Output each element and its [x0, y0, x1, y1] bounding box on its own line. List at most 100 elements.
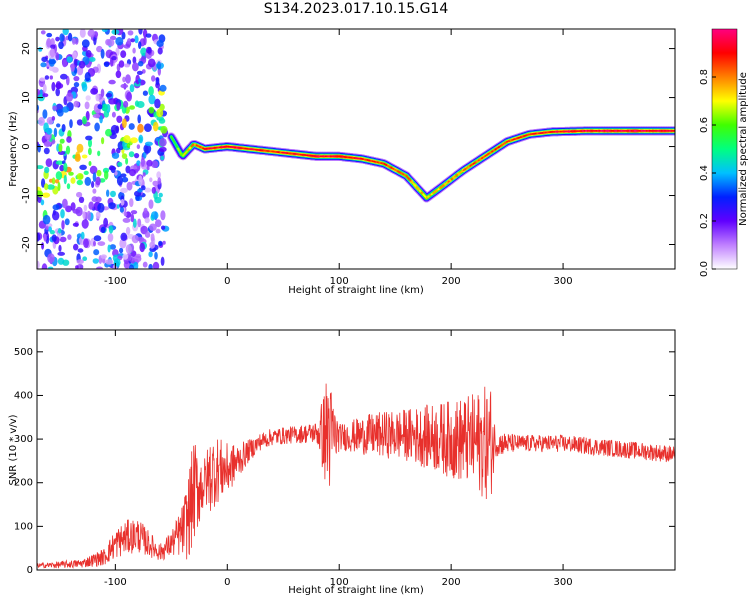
noise-blob — [156, 61, 162, 70]
y-tick-label: -10 — [21, 187, 32, 203]
y-tick-label: 400 — [14, 390, 33, 401]
noise-blob — [123, 211, 128, 217]
colorbar-tick-label: 0.8 — [699, 69, 710, 85]
spectrogram-image — [37, 29, 675, 269]
noise-blob — [126, 91, 132, 102]
noise-blob — [119, 206, 124, 213]
noise-blob — [60, 209, 65, 219]
noise-blob — [40, 30, 46, 35]
noise-blob — [46, 38, 52, 48]
noise-blob — [43, 233, 47, 242]
noise-blob — [83, 170, 89, 175]
noise-blob — [70, 177, 76, 184]
noise-blob — [129, 84, 135, 93]
noise-blob — [134, 153, 140, 159]
noise-blob — [78, 173, 84, 180]
noise-blob — [39, 77, 46, 82]
noise-blob — [49, 75, 53, 80]
colorbar-tick-label: 0.6 — [699, 117, 710, 133]
noise-blob — [85, 95, 91, 101]
noise-blob — [100, 254, 107, 259]
noise-blob — [129, 105, 135, 110]
colorbar-frame — [711, 28, 738, 270]
noise-blob — [65, 145, 71, 155]
noise-blob — [83, 204, 88, 212]
x-tick-label: -100 — [104, 276, 127, 287]
noise-blob — [125, 74, 131, 84]
y-tick-label: 200 — [14, 478, 33, 489]
noise-blob — [79, 29, 86, 38]
noise-blob — [62, 29, 69, 36]
noise-blob — [48, 226, 52, 232]
noise-blob — [57, 228, 62, 234]
noise-blob — [132, 56, 137, 64]
noise-blob — [120, 83, 129, 89]
noise-blob — [138, 41, 142, 49]
noise-blob — [146, 46, 152, 54]
noise-blob — [155, 77, 160, 86]
noise-blob — [73, 100, 80, 108]
noise-blob — [159, 138, 167, 147]
noise-blob — [55, 87, 60, 97]
noise-blob — [115, 70, 122, 79]
noise-blob — [49, 48, 56, 58]
noise-blob — [108, 98, 116, 105]
noise-blob — [87, 29, 96, 37]
noise-blob — [103, 217, 108, 228]
noise-blob — [79, 164, 87, 170]
noise-blob — [51, 234, 57, 242]
noise-blob — [150, 160, 159, 168]
noise-blob — [72, 222, 79, 227]
noise-blob — [105, 39, 111, 46]
noise-blob — [123, 135, 131, 144]
noise-blob — [48, 59, 57, 65]
noise-blob — [148, 251, 153, 258]
noise-blob — [88, 138, 92, 148]
noise-blob — [137, 236, 145, 242]
noise-blob — [134, 100, 140, 107]
noise-blob — [95, 211, 101, 220]
noise-blob — [59, 138, 65, 144]
noise-blob — [146, 165, 150, 171]
noise-blob — [100, 88, 105, 98]
page-title: S134.2023.017.10.15.G14 — [263, 1, 449, 17]
noise-blob — [92, 188, 97, 194]
y-tick-label: 10 — [21, 91, 32, 104]
noise-blob — [96, 169, 102, 177]
noise-blob — [143, 143, 152, 154]
noise-blob — [93, 240, 96, 247]
noise-blob — [50, 44, 56, 50]
noise-blob — [141, 185, 146, 191]
noise-blob — [74, 153, 81, 162]
noise-blob — [43, 122, 49, 133]
noise-blob — [41, 263, 48, 269]
noise-blob — [126, 252, 132, 261]
noise-blob — [44, 166, 50, 174]
noise-blob — [84, 176, 92, 186]
noise-blob — [111, 111, 116, 118]
colorbar: 0.0 0.2 0.4 0.6 0.8 Normalized spectral ampl… — [699, 28, 749, 277]
noise-blob — [43, 141, 52, 148]
noise-blob — [82, 256, 88, 262]
noise-blob — [108, 202, 116, 210]
noise-blob — [38, 47, 43, 52]
noise-blob — [97, 104, 103, 110]
y-tick-label: 300 — [14, 434, 33, 445]
x-tick-label: 0 — [224, 276, 230, 287]
y-tick-label: 0 — [27, 565, 33, 576]
noise-blob — [53, 127, 58, 138]
spectrogram-y-label: Frequency (Hz) — [8, 111, 19, 187]
noise-blob — [117, 161, 123, 167]
noise-blob — [52, 204, 60, 211]
noise-blob — [72, 209, 81, 214]
y-tick-label: 20 — [21, 42, 32, 55]
noise-blob — [52, 105, 57, 111]
noise-blob — [121, 31, 126, 40]
noise-blob — [51, 177, 56, 185]
noise-blob — [97, 241, 106, 247]
noise-blob — [116, 102, 121, 111]
noise-blob — [116, 204, 120, 209]
noise-blob — [144, 231, 151, 238]
noise-blob — [108, 166, 117, 171]
